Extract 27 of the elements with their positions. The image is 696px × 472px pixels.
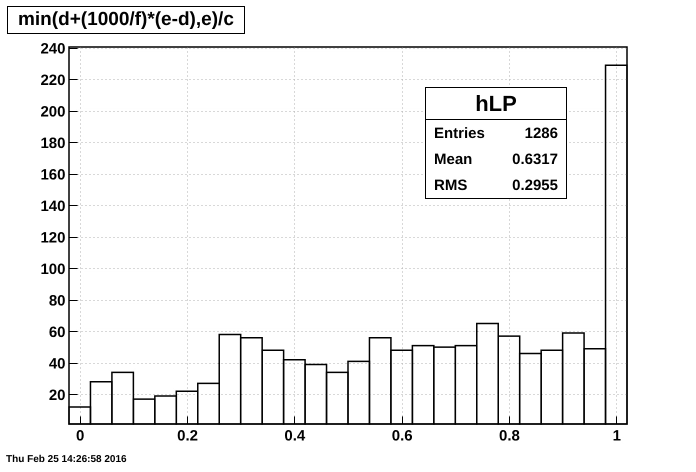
y-tick-label: 100: [40, 260, 66, 278]
annotation: 0.2955: [512, 177, 558, 194]
x-tick-label: 0.6: [392, 428, 413, 444]
x-tick-label: 0.4: [284, 428, 306, 444]
y-tick-label: 60: [48, 324, 66, 341]
x-tick-label: 0: [76, 428, 84, 444]
annotation: hLP: [426, 88, 566, 120]
y-tick-label: 40: [48, 355, 66, 372]
y-tick-label: 120: [40, 229, 66, 246]
annotation: RMS: [434, 177, 468, 194]
y-tick-label: 20: [48, 386, 66, 404]
text: Thu Feb 25 14:26:58 2016: [6, 454, 127, 465]
x-tick-label: 0.8: [499, 428, 520, 444]
annotation: 0.6317: [512, 151, 558, 168]
y-tick-label: 240: [40, 40, 66, 58]
x-tick-label: 1: [612, 428, 621, 444]
annotation: Entries: [434, 125, 485, 142]
y-tick-label: 220: [40, 72, 66, 89]
y-tick-label: 200: [40, 103, 66, 120]
x-tick-label: 0.2: [177, 428, 198, 444]
y-tick-label: 180: [40, 134, 66, 152]
annotation: 1286: [524, 125, 558, 142]
y-tick-label: 160: [40, 166, 66, 184]
y-tick-label: 140: [40, 198, 66, 215]
y-tick-label: 80: [48, 292, 66, 310]
chart-title: min(d+(1000/f)*(e-d),e)/c: [7, 6, 245, 34]
annotation: Mean: [434, 151, 472, 168]
